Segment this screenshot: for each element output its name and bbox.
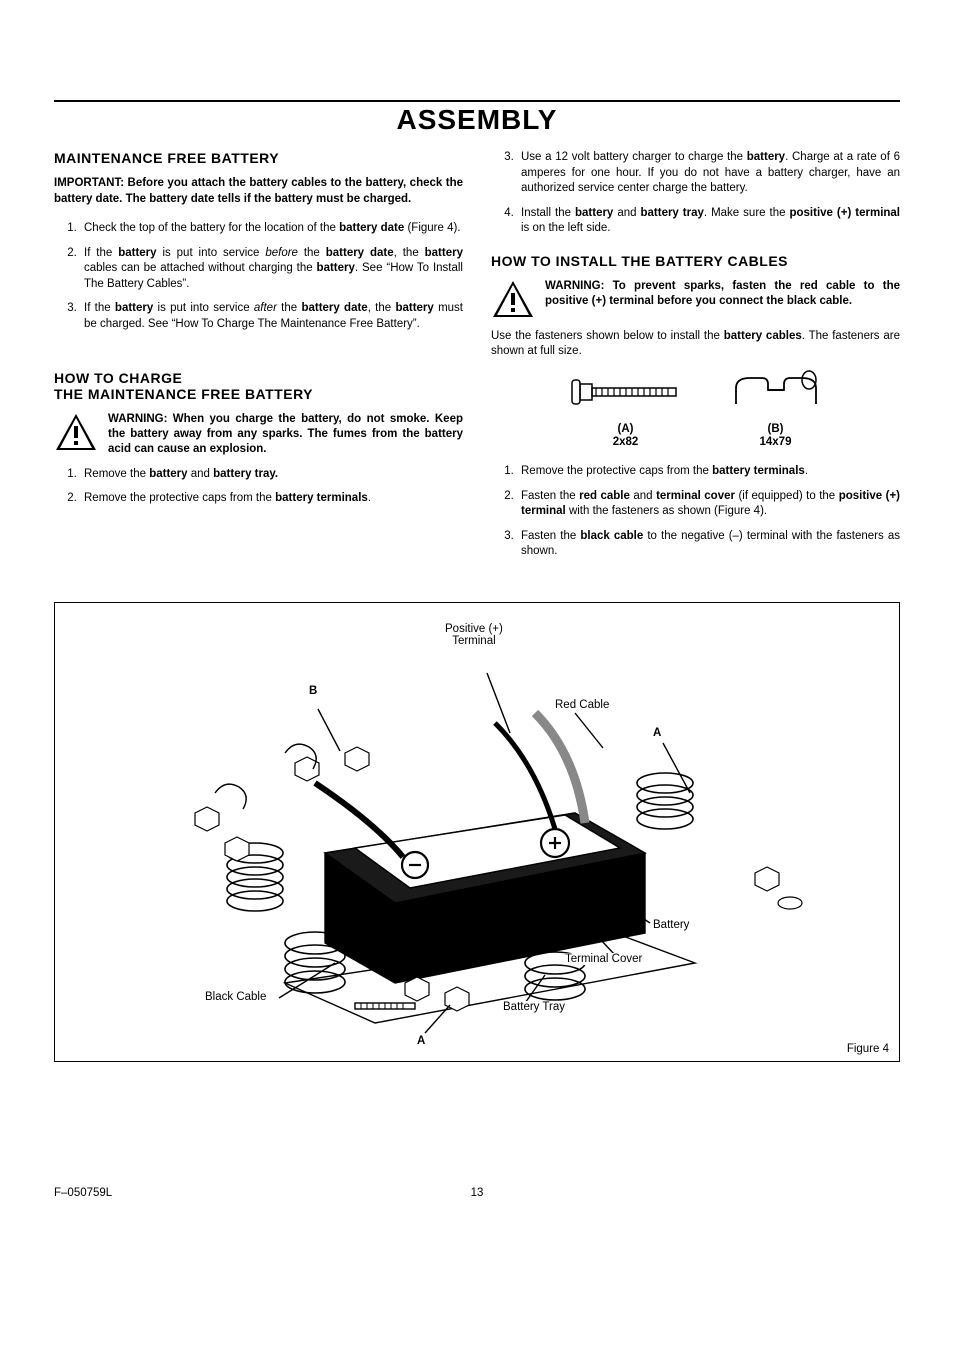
- charge-steps-cont: Use a 12 volt battery charger to charge …: [491, 150, 900, 237]
- install-steps: Remove the protective caps from the batt…: [491, 464, 900, 560]
- nut-icon: [726, 370, 826, 414]
- warning-charge: WARNING: When you charge the battery, do…: [54, 412, 463, 457]
- page-number: 13: [336, 1187, 618, 1199]
- install-step-2: Fasten the red cable and terminal cover …: [517, 489, 900, 520]
- label-a-bottom: A: [417, 1035, 425, 1048]
- label-battery-tray: Battery Tray: [503, 1001, 565, 1014]
- left-column: MAINTENANCE FREE BATTERY IMPORTANT: Befo…: [54, 150, 463, 576]
- install-step-3: Fasten the black cable to the negative (…: [517, 529, 900, 560]
- install-intro: Use the fasteners shown below to install…: [491, 329, 900, 360]
- label-battery: Battery: [653, 919, 689, 932]
- doc-id: F–050759L: [54, 1187, 336, 1199]
- charge-step-4: Install the battery and battery tray. Ma…: [517, 206, 900, 237]
- label-positive-terminal: Positive (+) Terminal: [445, 623, 503, 648]
- page-title: ASSEMBLY: [54, 104, 900, 136]
- label-red-cable: Red Cable: [555, 699, 609, 712]
- two-column-layout: MAINTENANCE FREE BATTERY IMPORTANT: Befo…: [54, 150, 900, 576]
- step-3: If the battery is put into service after…: [80, 301, 463, 332]
- fastener-diagram-row: (A) 2x82 (B) 14x79: [491, 370, 900, 451]
- important-note: IMPORTANT: Before you attach the battery…: [54, 176, 463, 207]
- warning-install: WARNING: To prevent sparks, fasten the r…: [491, 279, 900, 319]
- heading-how-to-charge-line2: THE MAINTENANCE FREE BATTERY: [54, 386, 463, 402]
- figure-4: Positive (+) Terminal Red Cable A B Batt…: [54, 602, 900, 1062]
- label-a-top: A: [653, 727, 661, 740]
- page: ASSEMBLY MAINTENANCE FREE BATTERY IMPORT…: [0, 0, 954, 1349]
- charge-step-1: Remove the battery and battery tray.: [80, 467, 463, 483]
- battery-diagram-icon: [55, 603, 899, 1061]
- fastener-a-label: (A) 2x82: [566, 423, 686, 451]
- warning-icon: [491, 279, 535, 319]
- right-column: Use a 12 volt battery charger to charge …: [491, 150, 900, 576]
- charge-step-2: Remove the protective caps from the batt…: [80, 491, 463, 507]
- charge-steps: Remove the battery and battery tray. Rem…: [54, 467, 463, 507]
- step-1: Check the top of the battery for the loc…: [80, 221, 463, 237]
- warning-install-text: WARNING: To prevent sparks, fasten the r…: [545, 279, 900, 309]
- charge-step-3: Use a 12 volt battery charger to charge …: [517, 150, 900, 197]
- fastener-b: (B) 14x79: [726, 370, 826, 451]
- fastener-b-label: (B) 14x79: [726, 423, 826, 451]
- warning-icon: [54, 412, 98, 452]
- fastener-a: (A) 2x82: [566, 370, 686, 451]
- title-rule: [54, 100, 900, 102]
- bolt-icon: [566, 370, 686, 414]
- battery-date-steps: Check the top of the battery for the loc…: [54, 221, 463, 332]
- heading-maintenance-free-battery: MAINTENANCE FREE BATTERY: [54, 150, 463, 166]
- install-step-1: Remove the protective caps from the batt…: [517, 464, 900, 480]
- page-footer: F–050759L 13: [54, 1187, 900, 1199]
- figure-caption: Figure 4: [847, 1043, 889, 1055]
- label-b: B: [309, 685, 317, 698]
- step-2: If the battery is put into service befor…: [80, 246, 463, 293]
- heading-how-to-charge-line1: HOW TO CHARGE: [54, 370, 463, 386]
- label-black-cable: Black Cable: [205, 991, 266, 1004]
- warning-charge-text: WARNING: When you charge the battery, do…: [108, 412, 463, 457]
- heading-install-cables: HOW TO INSTALL THE BATTERY CABLES: [491, 253, 900, 269]
- label-terminal-cover: Terminal Cover: [565, 953, 642, 966]
